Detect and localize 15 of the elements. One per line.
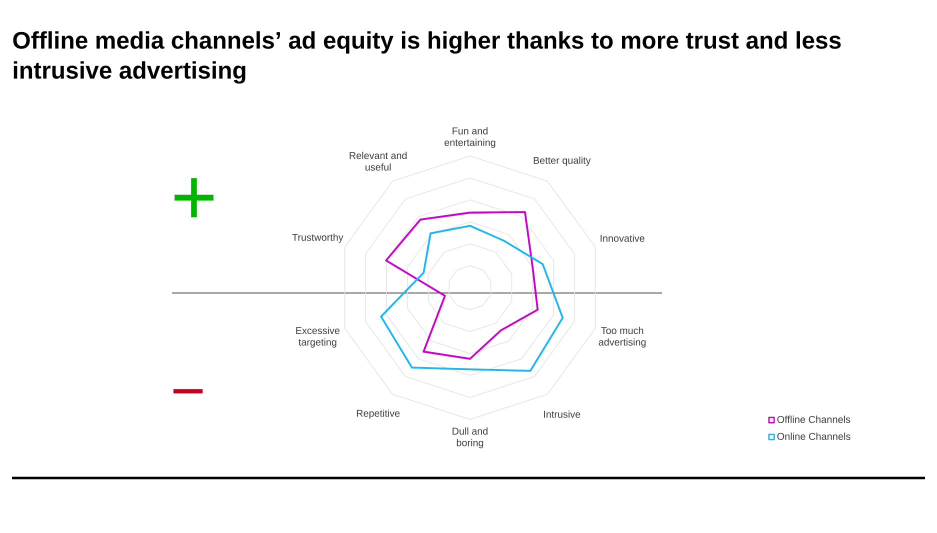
spoke-label: Repetitive	[356, 410, 400, 419]
spoke-label: Innovative	[600, 234, 644, 242]
spoke-label: Too much advertising	[598, 326, 646, 348]
spoke-label: Dull and boring	[452, 427, 488, 448]
legend-label: Offline Channels	[777, 416, 850, 424]
spoke-label: Fun and entertaining	[444, 127, 496, 148]
text: −	[173, 389, 203, 394]
spoke-label: Better quality	[534, 156, 591, 166]
text: +	[174, 178, 214, 218]
spoke-label: Relevant and useful	[350, 152, 407, 171]
chart-title: Offline media channels’ ad equity is higher thanks to more trust and less intrusive advertising	[13, 31, 841, 84]
spoke-label: Intrusive	[544, 410, 580, 418]
spoke-label: Excessive targeting	[296, 326, 340, 348]
spoke-label: Trustworthy	[292, 234, 344, 243]
legend-label: Online Channels	[777, 432, 850, 440]
